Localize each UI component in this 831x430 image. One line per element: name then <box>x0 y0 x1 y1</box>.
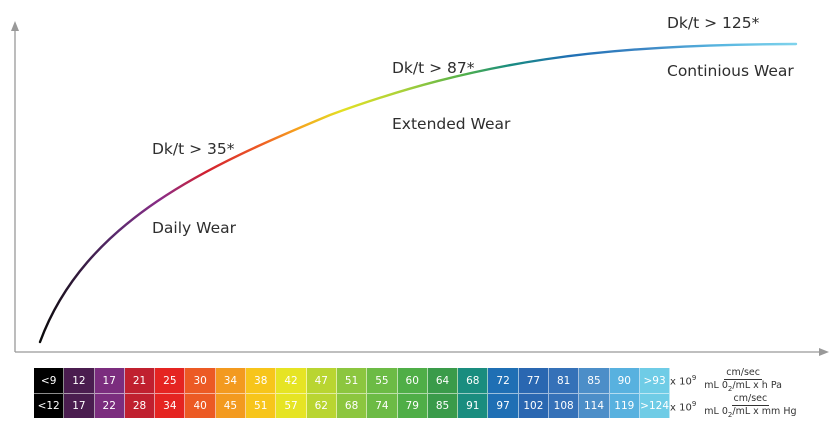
scale-cell: 81 <box>549 368 580 393</box>
scale-cell: 51 <box>246 393 277 418</box>
scale-cell: 77 <box>518 368 550 393</box>
scale-cell: 72 <box>488 368 519 393</box>
threshold-extended: Dk/t > 87* <box>392 59 475 77</box>
scale-row-pa: <9 12 17 21 25 30 34 38 42 47 51 55 60 64 68 72 77 81 85 90… <box>34 368 671 393</box>
scale-cell: 38 <box>246 368 277 393</box>
unit-fraction-mmhg: cm/sec mL 02/mL x mm Hg <box>704 393 797 419</box>
unit-row-mmhg: x 109 cm/sec mL 02/mL x mm Hg <box>670 393 797 421</box>
scale-cell: 64 <box>427 368 459 393</box>
y-axis-arrow <box>11 21 19 31</box>
scale-cell: 68 <box>458 368 489 393</box>
scale-cell: 51 <box>336 368 368 393</box>
scale-cell: 91 <box>458 393 489 418</box>
threshold-continuous: Dk/t > 125* <box>667 14 760 32</box>
x-axis-arrow <box>819 348 829 356</box>
scale-cell: 114 <box>579 393 610 418</box>
oxygen-curve <box>38 42 798 344</box>
scale-cell: 17 <box>94 368 125 393</box>
scale-cell: 119 <box>609 393 640 418</box>
scale-cell: 45 <box>215 393 247 418</box>
scale-cell: 62 <box>306 393 337 418</box>
scale-cell: <12 <box>34 393 65 418</box>
scale-cell: <9 <box>34 368 65 393</box>
scale-cell: 79 <box>397 393 428 418</box>
unit-fraction-pa: cm/sec mL 02/mL x h Pa <box>704 367 782 393</box>
scale-cell: 30 <box>185 368 216 393</box>
scale-cell: 21 <box>124 368 156 393</box>
scale-cell: 68 <box>336 393 368 418</box>
scale-cell: 28 <box>124 393 156 418</box>
scale-cell: 85 <box>579 368 610 393</box>
label-extended-wear: Extended Wear <box>392 115 511 133</box>
scale-cell: 74 <box>367 393 398 418</box>
scale-cell: >124 <box>639 393 671 418</box>
label-daily-wear: Daily Wear <box>152 219 236 237</box>
scale-cell: 60 <box>397 368 428 393</box>
scale-cell: 85 <box>427 393 459 418</box>
scale-cell: 34 <box>215 368 247 393</box>
label-continuous-wear: Continious Wear <box>667 62 794 80</box>
scale-cell: 40 <box>185 393 216 418</box>
dk-scale-table: <9 12 17 21 25 30 34 38 42 47 51 55 60 64 68 72 77 81 85 90… <box>34 368 671 418</box>
scale-cell: 25 <box>155 368 186 393</box>
multiplier: x 109 <box>670 400 697 414</box>
scale-cell: 34 <box>155 393 186 418</box>
scale-cell: 42 <box>276 368 307 393</box>
scale-cell: 90 <box>609 368 640 393</box>
threshold-daily: Dk/t > 35* <box>152 140 235 158</box>
scale-cell: 22 <box>94 393 125 418</box>
scale-cell: 102 <box>518 393 550 418</box>
scale-cell: 47 <box>306 368 337 393</box>
scale-cell: 108 <box>549 393 580 418</box>
multiplier: x 109 <box>670 374 697 388</box>
scale-cell: 12 <box>64 368 95 393</box>
scale-row-mmhg: <12 17 22 28 34 40 45 51 57 62 68 74 79 85 91 97 102 108 1… <box>34 393 671 418</box>
scale-cell: >93 <box>639 368 671 393</box>
unit-row-pa: x 109 cm/sec mL 02/mL x h Pa <box>670 367 782 395</box>
scale-cell: 97 <box>488 393 519 418</box>
scale-cell: 55 <box>367 368 398 393</box>
scale-cell: 57 <box>276 393 307 418</box>
scale-cell: 17 <box>64 393 95 418</box>
